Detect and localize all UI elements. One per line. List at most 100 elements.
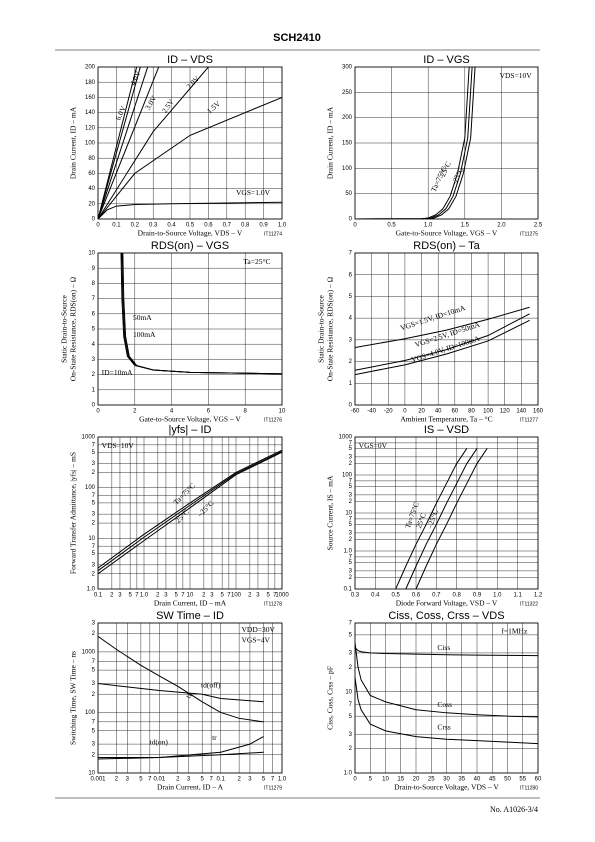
x-tick-label: 6 bbox=[207, 409, 211, 415]
y-axis-label: Drain Current, ID – mA bbox=[69, 106, 78, 179]
y-tick-label: 3 bbox=[92, 357, 96, 363]
x-tick-label: 1.0 bbox=[140, 593, 149, 599]
y-tick-label: 2 bbox=[349, 746, 353, 752]
x-tick-label: 7 bbox=[227, 593, 231, 599]
x-tick-label: 0.6 bbox=[412, 593, 421, 599]
x-tick-label: 120 bbox=[500, 409, 511, 415]
x-tick-label: 5 bbox=[369, 777, 373, 783]
annotation: VDD=30V bbox=[242, 625, 276, 634]
x-tick-label: 0.8 bbox=[241, 223, 250, 229]
x-tick-label: 1.5 bbox=[461, 223, 470, 229]
x-axis-label: Drain-to-Source Voltage, VDS – V bbox=[138, 229, 243, 238]
x-tick-label: 0 bbox=[403, 409, 407, 415]
x-tick-label: 2.5 bbox=[534, 223, 543, 229]
y-tick-label: 200 bbox=[85, 65, 96, 71]
y-tick-label: 7 bbox=[349, 478, 353, 484]
figure-code: IT11274 bbox=[264, 231, 282, 237]
y-tick-label: 2 bbox=[92, 521, 96, 527]
annotation: VDS=10V bbox=[102, 441, 135, 450]
y-tick-label: 2 bbox=[349, 461, 353, 467]
data-line bbox=[355, 313, 530, 371]
x-tick-label: 45 bbox=[489, 777, 496, 783]
y-tick-label: 3 bbox=[349, 568, 353, 574]
x-axis-label: Drain-to-Source Voltage, VDS – V bbox=[394, 783, 499, 792]
figure-code: IT11278 bbox=[264, 601, 282, 607]
y-axis-label: Static Drain-to-Source bbox=[317, 294, 326, 362]
y-tick-label: 7 bbox=[92, 544, 96, 550]
y-tick-label: 1000 bbox=[339, 435, 353, 441]
x-tick-label: 3 bbox=[248, 777, 252, 783]
data-line bbox=[98, 67, 160, 219]
series-label: ID=10mA bbox=[102, 368, 133, 377]
x-tick-label: 15 bbox=[397, 777, 404, 783]
chart-title: RDS(on) – Ta bbox=[413, 240, 480, 252]
y-tick-label: 7 bbox=[92, 296, 96, 302]
y-tick-label: 0 bbox=[92, 403, 96, 409]
y-tick-label: 250 bbox=[342, 90, 353, 96]
y-axis-label: Forward Transfer Admittance, |yfs| – mS bbox=[69, 452, 78, 574]
x-tick-label: 0.7 bbox=[223, 223, 232, 229]
x-tick-label: -40 bbox=[367, 409, 376, 415]
y-tick-label: 5 bbox=[92, 327, 96, 333]
y-tick-label: 1.0 bbox=[344, 549, 353, 555]
data-line bbox=[98, 451, 282, 575]
data-line bbox=[98, 450, 282, 572]
x-tick-label: 5 bbox=[220, 593, 224, 599]
x-tick-label: 2 bbox=[237, 777, 241, 783]
data-line bbox=[355, 677, 538, 745]
x-tick-label: 40 bbox=[474, 777, 481, 783]
chart: SW Time – ID0.001 2 3 5 7 0.01 2 3 5 7 0.1 2 3 5 7 1.01… bbox=[69, 610, 287, 792]
figure-code: IT11277 bbox=[520, 417, 538, 423]
data-line bbox=[98, 67, 209, 219]
y-tick-label: 2 bbox=[92, 372, 96, 378]
x-tick-label: 2 bbox=[202, 593, 206, 599]
figure-code: IT11280 bbox=[520, 785, 538, 791]
y-tick-label: 100 bbox=[85, 141, 96, 147]
x-tick-label: 3 bbox=[256, 593, 260, 599]
x-tick-label: 0.5 bbox=[387, 223, 396, 229]
chart-title: RDS(on) – VGS bbox=[151, 240, 229, 252]
data-line bbox=[405, 448, 478, 589]
y-axis-label: Ciss, Coss, Crss – pF bbox=[326, 666, 335, 730]
y-tick-label: 5 bbox=[92, 668, 96, 674]
x-tick-label: 0.5 bbox=[186, 223, 195, 229]
x-tick-label: 3 bbox=[164, 593, 168, 599]
x-tick-label: 3 bbox=[126, 777, 130, 783]
x-tick-label: 10 bbox=[279, 409, 286, 415]
y-tick-label: 3 bbox=[349, 530, 353, 536]
series-label: Coss bbox=[437, 700, 452, 709]
y-tick-label: 120 bbox=[85, 125, 96, 131]
y-tick-label: 10 bbox=[345, 511, 352, 517]
series-label: 3.0V bbox=[143, 94, 158, 112]
plot-frame bbox=[354, 622, 539, 774]
y-tick-label: 2 bbox=[349, 665, 353, 671]
data-line bbox=[98, 449, 282, 569]
y-tick-label: 200 bbox=[342, 115, 353, 121]
x-tick-label: 1.0 bbox=[278, 223, 287, 229]
chart: |yfs| – ID0.1 2 3 5 7 1.0 2 3 5 7 10 2 3 5 7 100 2 3 5 7100… bbox=[69, 424, 290, 608]
x-tick-label: 5 bbox=[266, 593, 270, 599]
plot-frame bbox=[97, 252, 283, 406]
y-tick-label: 7 bbox=[92, 659, 96, 665]
x-tick-label: 55 bbox=[519, 777, 526, 783]
y-tick-label: 6 bbox=[92, 311, 96, 317]
x-tick-label: 2 bbox=[156, 593, 160, 599]
x-tick-label: 1.0 bbox=[278, 777, 287, 783]
x-tick-label: 7 bbox=[148, 777, 152, 783]
x-tick-label: 7 bbox=[135, 593, 139, 599]
y-axis-label: Drain Current, ID – mA bbox=[326, 106, 335, 179]
data-line bbox=[355, 67, 476, 219]
y-tick-label: 0 bbox=[349, 217, 353, 223]
y-tick-label: 3 bbox=[92, 562, 96, 568]
plot-frame bbox=[97, 622, 283, 774]
y-tick-label: 3 bbox=[349, 454, 353, 460]
annotation: VDS=10V bbox=[500, 71, 533, 80]
data-line bbox=[98, 67, 149, 219]
x-tick-label: 2 bbox=[133, 409, 137, 415]
y-tick-label: 7 bbox=[349, 554, 353, 560]
y-tick-label: 1000 bbox=[82, 649, 96, 655]
x-tick-label: 0.3 bbox=[149, 223, 158, 229]
x-tick-label: 7 bbox=[273, 593, 277, 599]
